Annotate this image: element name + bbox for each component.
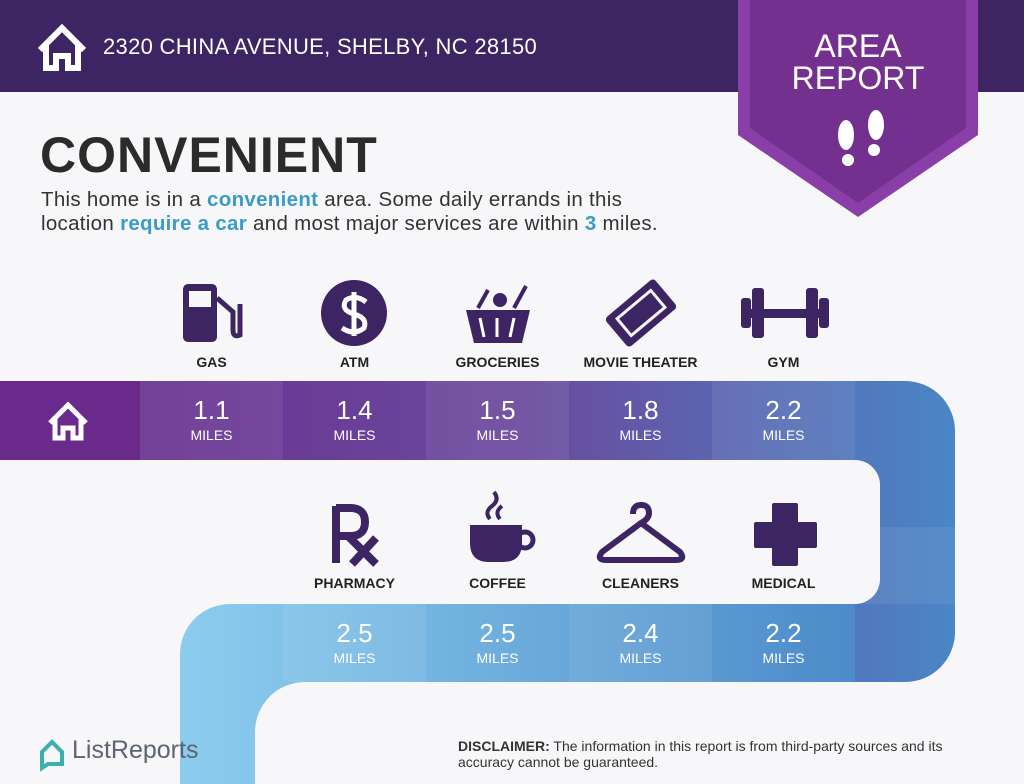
icon-part <box>493 293 507 307</box>
icon-part <box>806 288 818 338</box>
icon-part <box>855 527 955 604</box>
cell-shades <box>140 381 955 682</box>
coffee-icon <box>470 490 536 562</box>
home-cell <box>0 381 140 460</box>
disclaimer-label: DISCLAIMER: <box>458 738 550 754</box>
logo-icon <box>40 739 64 772</box>
description: This home is in a convenient area. Some … <box>41 188 658 236</box>
icon-part <box>189 291 211 307</box>
icon-part <box>838 120 854 150</box>
atm-icon <box>321 280 387 346</box>
movie-icon <box>605 279 677 347</box>
icon-part <box>332 504 379 567</box>
icon-part <box>750 309 820 318</box>
unit: MILES <box>476 650 519 666</box>
distance: 2.4 <box>622 618 659 648</box>
description-line: location require a car and most major se… <box>41 212 658 236</box>
medical-icon <box>754 503 817 566</box>
icon-part <box>140 381 283 460</box>
badge-text: AREA REPORT <box>778 30 938 94</box>
text: This home is in a <box>41 188 208 211</box>
highlight: require a car <box>120 212 248 235</box>
distance: 2.2 <box>765 618 802 648</box>
icon-part <box>470 525 522 562</box>
icon-part <box>340 292 368 336</box>
badge-inner <box>750 0 966 203</box>
amenity-label: COFFEE <box>469 575 526 591</box>
title: CONVENIENT <box>40 127 378 183</box>
distance: 2.5 <box>479 618 516 648</box>
disclaimer: DISCLAIMER: The information in this repo… <box>458 738 998 770</box>
highlight: 3 <box>584 212 597 235</box>
unit: MILES <box>762 427 805 443</box>
icon-part <box>476 285 528 309</box>
unit: MILES <box>476 427 519 443</box>
amenity-label: MOVIE THEATER <box>583 354 698 370</box>
icon-part <box>485 490 504 521</box>
amenity-label: GROCERIES <box>455 354 540 370</box>
unit: MILES <box>333 650 376 666</box>
unit: MILES <box>333 427 376 443</box>
unit: MILES <box>190 427 233 443</box>
icon-part <box>754 522 817 548</box>
gym-icon <box>741 288 829 338</box>
header-home-icon <box>37 23 87 71</box>
cleaners-icon <box>596 501 686 563</box>
amenity-label: ATM <box>339 354 370 370</box>
address: 2320 CHINA AVENUE, SHELBY, NC 28150 <box>103 34 538 59</box>
icon-part <box>283 604 426 682</box>
amenity-label: CLEANERS <box>601 575 679 591</box>
amenity-label: GYM <box>767 354 800 370</box>
icon-part <box>215 296 243 339</box>
icon-part <box>868 144 880 156</box>
description-line: This home is in a convenient area. Some … <box>41 188 658 212</box>
distance: 2.2 <box>765 395 802 425</box>
pharmacy-icon <box>332 504 379 567</box>
amenity-label: GAS <box>196 354 227 370</box>
highlight: convenient <box>207 188 319 211</box>
amenity-label: MEDICAL <box>751 575 816 591</box>
route-top <box>0 381 955 682</box>
icon-part <box>569 604 712 682</box>
distance: 1.8 <box>622 395 659 425</box>
icon-part <box>605 279 677 347</box>
icon-part <box>868 110 884 140</box>
icon-part <box>752 288 764 338</box>
icons <box>183 279 829 567</box>
text: location <box>41 212 121 235</box>
unit: MILES <box>619 427 662 443</box>
icon-part <box>478 317 516 338</box>
groceries-icon <box>466 285 530 343</box>
icon-part <box>712 381 855 460</box>
footprints <box>838 110 884 166</box>
unit: MILES <box>762 650 805 666</box>
distance: 2.5 <box>336 618 373 648</box>
disclaimer-text: The information in this report is from t… <box>458 738 943 770</box>
icon-part <box>741 298 751 328</box>
unit: MILES <box>619 650 662 666</box>
text: area. Some daily errands in this <box>318 188 623 211</box>
route-bottom <box>180 604 855 784</box>
icon-part <box>819 298 829 328</box>
icon-part <box>614 288 668 338</box>
badge-line: REPORT <box>791 60 925 96</box>
distance: 1.1 <box>193 395 230 425</box>
distance: 1.5 <box>479 395 516 425</box>
icon-part <box>596 501 686 563</box>
logo: ListReports <box>72 736 199 764</box>
gas-icon <box>183 284 243 342</box>
icon-part <box>842 154 854 166</box>
text: miles. <box>596 212 658 235</box>
home-icon <box>48 401 88 441</box>
text: and most major services are within <box>247 212 585 235</box>
icon-part <box>514 529 536 551</box>
distance: 1.4 <box>336 395 373 425</box>
badge-line: AREA <box>814 28 902 64</box>
amenity-label: PHARMACY <box>314 575 395 591</box>
icon-part <box>426 381 569 460</box>
